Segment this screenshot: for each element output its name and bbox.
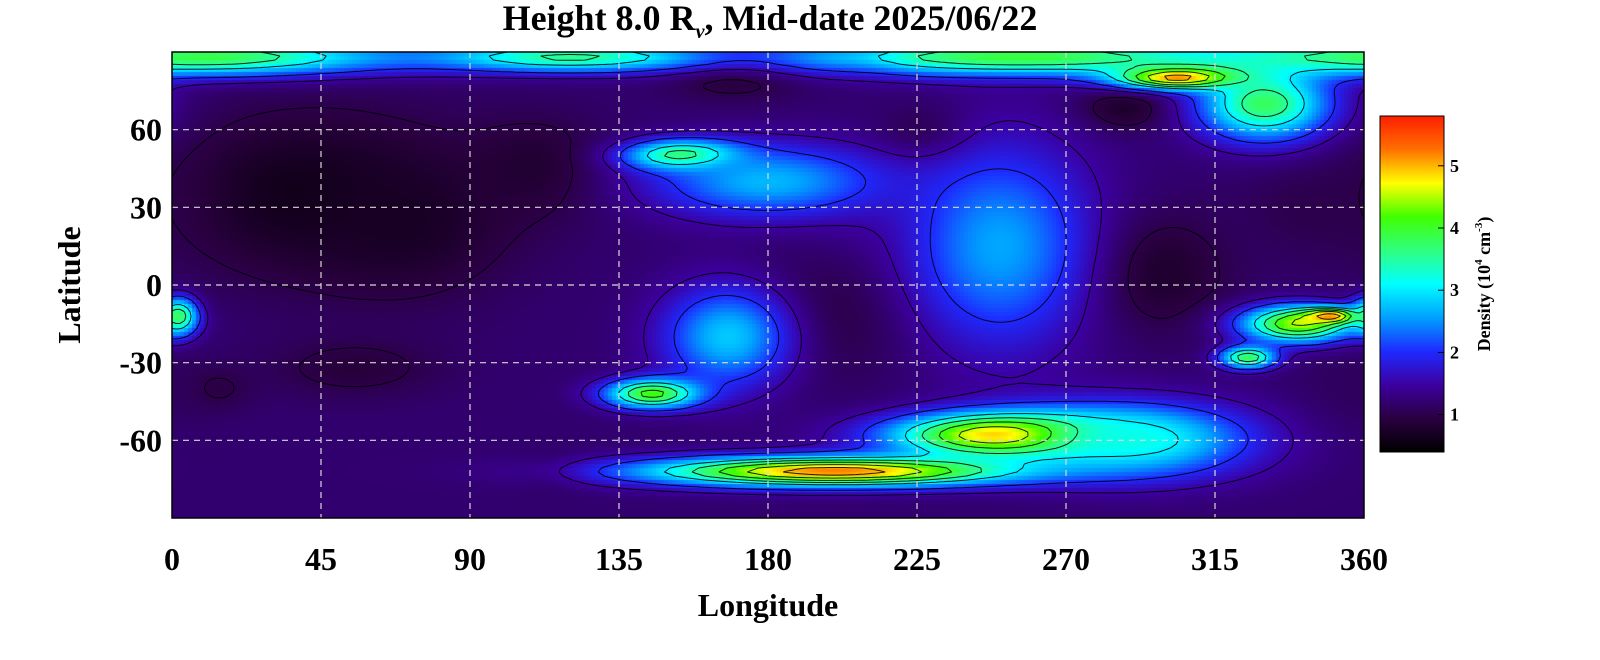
y-tick-label-3: -30 — [119, 345, 162, 381]
chart-title: Height 8.0 Rν, Mid-date 2025/06/22 — [503, 0, 1038, 43]
x-tick-label-1: 45 — [305, 541, 337, 577]
contour-level-7 — [782, 74, 1341, 476]
colorbar-tick-label-4: 5 — [1450, 156, 1459, 176]
plot-frame — [171, 51, 1365, 519]
contour-level-5 — [640, 68, 1352, 481]
x-tick-label-3: 135 — [595, 541, 643, 577]
x-axis-ticks: 0 45 90 135 180 225 270 315 360 — [164, 541, 1388, 577]
x-tick-label-7: 315 — [1191, 541, 1239, 577]
contour-level-6 — [747, 71, 1347, 479]
colorbar-gradient — [1379, 115, 1445, 453]
contour-level-0 — [171, 79, 1365, 399]
x-tick-label-4: 180 — [744, 541, 792, 577]
y-tick-label-0: 60 — [130, 112, 162, 148]
colorbar: 1 2 3 4 5 Density (104 cm-3) — [1379, 115, 1495, 453]
colorbar-tick-label-2: 3 — [1450, 280, 1459, 300]
x-axis-label: Longitude — [698, 587, 838, 623]
grid-lines — [172, 52, 1364, 518]
colorbar-ticks: 1 2 3 4 5 — [1438, 156, 1459, 425]
colorbar-tick-label-1: 2 — [1450, 342, 1459, 362]
y-axis-ticks: 60 30 0 -30 -60 — [119, 112, 162, 459]
colorbar-tick-label-3: 4 — [1450, 218, 1459, 238]
y-axis-label: Latitude — [51, 226, 87, 343]
contour-level-1 — [171, 69, 1365, 496]
x-tick-label-6: 270 — [1042, 541, 1090, 577]
plot-area — [171, 51, 1365, 519]
contour-level-2 — [171, 60, 1365, 491]
y-tick-label-2: 0 — [146, 267, 162, 303]
y-tick-label-1: 30 — [130, 189, 162, 225]
x-tick-label-0: 0 — [164, 541, 180, 577]
x-tick-label-8: 360 — [1340, 541, 1388, 577]
x-tick-label-5: 225 — [893, 541, 941, 577]
x-tick-label-2: 90 — [454, 541, 486, 577]
contour-lines — [171, 51, 1365, 496]
colorbar-tick-label-0: 1 — [1450, 405, 1459, 425]
colorbar-label: Density (104 cm-3) — [1473, 217, 1495, 352]
y-tick-label-4: -60 — [119, 422, 162, 458]
